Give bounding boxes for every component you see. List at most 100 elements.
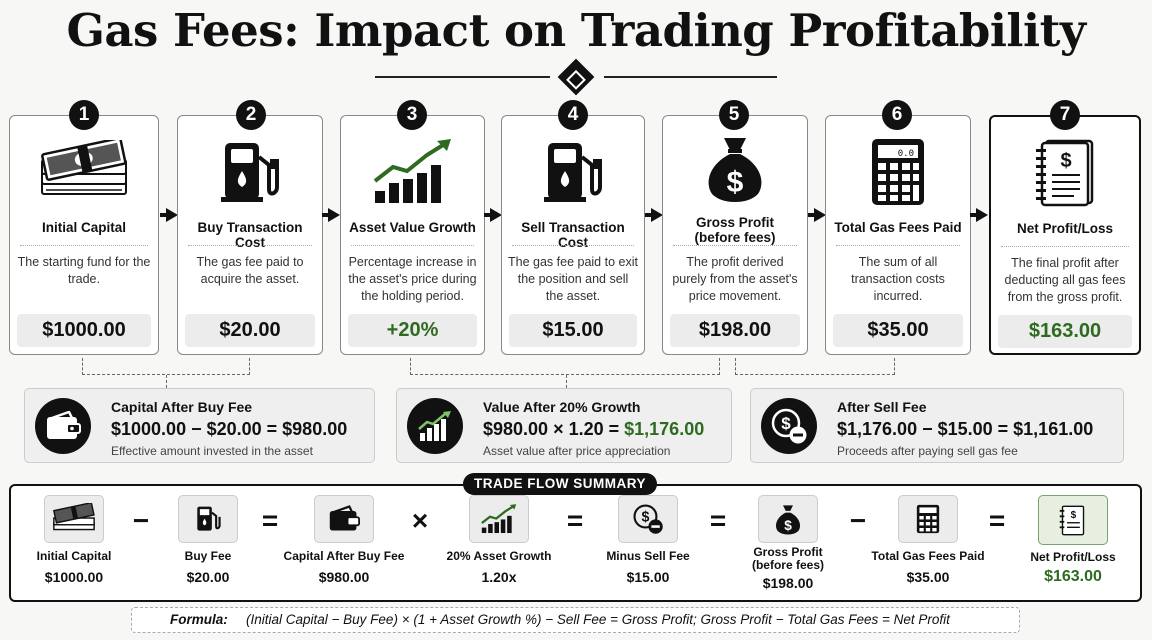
connector-line [166,375,167,388]
step-description: The sum of all transaction costs incurre… [851,255,945,303]
divider [512,245,634,246]
operator-minus: − [849,505,867,536]
step-number-7: 7 [1050,100,1080,130]
summary-item-label: Minus Sell Fee [606,549,690,563]
connector-line [410,358,720,375]
step-title: Gross Profit (before fees) [694,215,776,245]
operator-equals: = [566,505,584,536]
step-title: Asset Value Growth [349,220,476,235]
arrow-right-icon [484,208,502,222]
money-stack-icon [44,495,104,543]
step-number-4: 4 [558,100,588,130]
calc-card-capital-after-buy: Capital After Buy Fee $1000.00 − $20.00 … [24,388,375,463]
calc-equation-prefix: $980.00 × 1.20 = [483,419,625,439]
summary-item-value: $980.00 [318,569,370,585]
divider [1001,246,1129,247]
svg-text:0.0: 0.0 [898,149,914,159]
step-number-5: 5 [719,100,749,130]
title-rule-left [375,76,550,78]
divider [351,245,474,246]
step-value: $1000.00 [17,314,151,347]
step-description: The final profit after deducting all gas… [1004,256,1126,304]
summary-item-capital-after-buy: Capital After Buy Fee $980.00 [278,495,410,585]
step-card-initial-capital: Initial Capital The starting fund for th… [9,115,159,355]
calc-equation: $1000.00 − $20.00 = $980.00 [111,419,348,439]
gas-pump-icon [502,136,644,208]
wallet-icon [314,495,374,543]
summary-item-value: $1000.00 [44,569,104,585]
calc-equation: $1,176.00 − $15.00 = $1,161.00 [837,419,1094,439]
step-value: $15.00 [509,314,637,347]
calc-note: Asset value after price appreciation [483,444,671,458]
summary-item-label: Gross Profit (before fees) [751,545,825,572]
step-description: The gas fee paid to exit the position an… [508,255,638,303]
diamond-icon [557,58,595,96]
step-title: Total Gas Fees Paid [834,220,962,235]
connector-line [735,358,895,375]
step-description: The starting fund for the trade. [17,255,151,286]
coin-minus-icon: $ [761,398,817,454]
title-rule-right [604,76,777,78]
gas-pump-icon [178,136,322,208]
formula-label: Formula: [170,612,228,627]
calc-note: Proceeds after paying sell gas fee [837,444,1018,458]
operator-minus: − [132,505,150,536]
summary-label: TRADE FLOW SUMMARY [463,473,657,495]
summary-item-total-gas-fees: Total Gas Fees Paid $35.00 [862,495,994,585]
step-number-3: 3 [397,100,427,130]
step-card-buy-cost: Buy Transaction Cost The gas fee paid to… [177,115,323,355]
step-card-gross-profit: $ Gross Profit (before fees) The profit … [662,115,808,355]
money-bag-icon: $ [758,495,818,543]
calc-equation: $980.00 × 1.20 = $1,176.00 [483,419,704,440]
step-number-1: 1 [69,100,99,130]
money-stack-icon [10,136,158,208]
summary-item-label: Total Gas Fees Paid [871,549,985,563]
step-card-asset-growth: Asset Value Growth Percentage increase i… [340,115,485,355]
svg-text:$: $ [784,518,792,533]
notebook-dollar-icon: $ [991,137,1139,209]
calc-card-value-after-growth: Value After 20% Growth $980.00 × 1.20 = … [396,388,732,463]
calc-title: Capital After Buy Fee [111,399,253,415]
calc-card-after-sell-fee: $ After Sell Fee $1,176.00 − $15.00 = $1… [750,388,1124,463]
divider [836,245,960,246]
connector-line [566,375,567,388]
summary-item-value: $20.00 [186,569,230,585]
connector-line [82,358,250,375]
gas-pump-icon [178,495,238,543]
summary-item-label: Initial Capital [36,549,112,563]
wallet-icon [35,398,91,454]
summary-item-label: 20% Asset Growth [446,549,552,563]
step-value: +20% [348,314,477,347]
step-value: $35.00 [833,314,963,347]
formula-text: (Initial Capital − Buy Fee) × (1 + Asset… [246,612,950,627]
operator-equals: = [261,505,279,536]
arrow-right-icon [645,208,663,222]
divider [20,245,148,246]
page-title: Gas Fees: Impact on Trading Profitabilit… [66,4,1086,57]
step-card-total-fees: 0.0 Total Gas Fees Paid The sum of all t… [825,115,971,355]
summary-item-label: Buy Fee [184,549,232,563]
summary-item-label: Net Profit/Loss [1030,550,1116,564]
step-title: Initial Capital [41,220,126,235]
arrow-right-icon [322,208,340,222]
summary-item-value: $15.00 [626,569,670,585]
summary-item-value: $35.00 [906,569,950,585]
chart-up-icon [407,398,463,454]
notebook-dollar-icon: $ [1038,495,1108,545]
money-bag-icon: $ [663,132,807,204]
step-title: Buy Transaction Cost [197,220,303,250]
calc-title: After Sell Fee [837,399,927,415]
growth-chart-icon [469,495,529,543]
step-title: Net Profit/Loss [1016,221,1113,236]
arrow-right-icon [970,208,988,222]
arrow-right-icon [160,208,178,222]
svg-text:$: $ [1071,510,1077,521]
formula-bar: Formula: (Initial Capital − Buy Fee) × (… [131,607,1020,633]
operator-multiply: × [411,505,429,536]
svg-text:$: $ [727,166,744,199]
svg-text:$: $ [1060,150,1071,172]
summary-item-initial-capital: Initial Capital $1000.00 [8,495,140,585]
summary-item-value: $198.00 [762,575,814,591]
step-card-sell-cost: Sell Transaction Cost The gas fee paid t… [501,115,645,355]
step-description: Percentage increase in the asset's price… [348,255,477,303]
